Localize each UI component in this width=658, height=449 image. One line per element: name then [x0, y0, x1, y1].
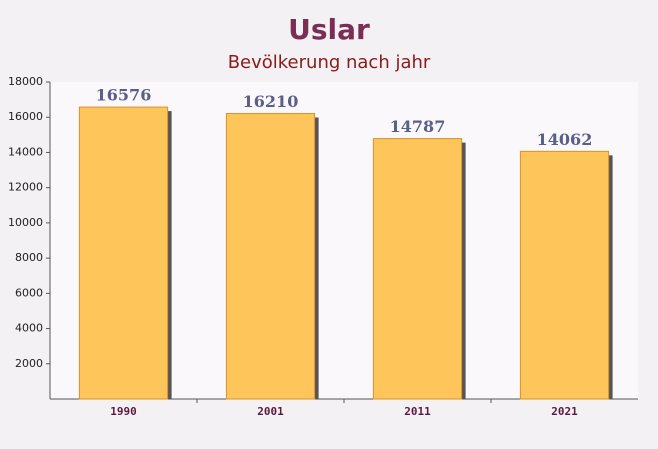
- y-tick-label: 18000: [8, 75, 43, 88]
- chart-title: Uslar: [288, 13, 370, 46]
- y-tick-label: 14000: [8, 145, 43, 158]
- y-tick-label: 8000: [15, 251, 43, 264]
- value-label: 14062: [537, 130, 593, 149]
- x-tick-label: 2001: [257, 405, 284, 418]
- y-tick-label: 10000: [8, 216, 43, 229]
- y-tick-label: 2000: [15, 357, 43, 370]
- y-tick-label: 6000: [15, 286, 43, 299]
- y-tick-label: 12000: [8, 181, 43, 194]
- x-tick-label: 2011: [404, 405, 431, 418]
- bar: [225, 113, 316, 400]
- chart-subtitle: Bevölkerung nach jahr: [228, 52, 431, 73]
- value-label: 14787: [390, 117, 446, 136]
- y-tick-label: 16000: [8, 110, 43, 123]
- value-label: 16576: [96, 86, 152, 105]
- bar: [78, 106, 169, 400]
- bar: [519, 150, 610, 400]
- y-tick-label: 4000: [15, 322, 43, 335]
- bar: [372, 138, 463, 400]
- value-label: 16210: [243, 92, 299, 111]
- x-tick-label: 1990: [110, 405, 137, 418]
- x-tick-label: 2021: [551, 405, 578, 418]
